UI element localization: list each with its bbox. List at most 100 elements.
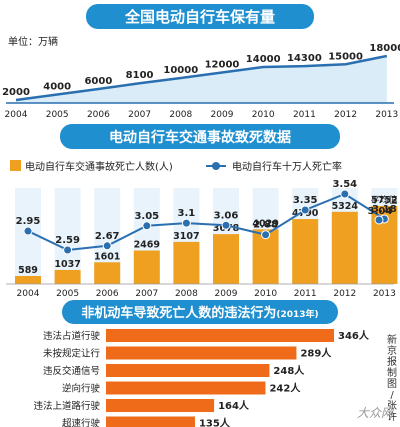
credit-char: 报 (387, 355, 397, 368)
stock-title-banner (86, 4, 314, 29)
violation-value-label: 135人 (199, 417, 231, 427)
death-value-label: 2469 (134, 240, 160, 251)
stock-tick-label: 2010 (252, 110, 275, 120)
credit-char: 京 (387, 344, 397, 357)
credit-char: / (390, 390, 394, 401)
rate-point (300, 205, 310, 215)
violation-category-label: 违反交通信号 (43, 365, 100, 377)
accident-tick-label: 2008 (175, 289, 198, 299)
accident-tick-label: 2013 (373, 289, 396, 299)
death-value-label: 5324 (332, 201, 359, 212)
watermark: 大众网 (357, 406, 395, 420)
violation-bar (106, 416, 195, 427)
stock-value-label: 8100 (126, 70, 154, 81)
death-value-label: 589 (18, 265, 38, 276)
violation-value-label: 346人 (338, 329, 370, 342)
stock-area-chart: 2000 2004 4000 2005 6000 2006 8100 2007 10000 200… (2, 43, 400, 120)
violation-title: 非机动车导致死亡人数的违法行为(2013年) (81, 305, 318, 321)
credit-char: 张 (387, 400, 397, 412)
violation-category-label: 未按规定让行 (43, 348, 101, 360)
stock-value-label: 14000 (246, 54, 281, 65)
stock-tick-label: 2009 (211, 110, 234, 120)
death-bar (213, 234, 239, 284)
credit-char: 制 (387, 366, 397, 379)
violation-title-year: (2013年) (276, 308, 318, 320)
stock-value-label: 14300 (287, 53, 322, 64)
death-bar (292, 219, 319, 284)
stock-tick-label: 2006 (87, 110, 110, 120)
rate-point (23, 226, 33, 236)
violation-bar (106, 364, 270, 377)
stock-value-label: 18000 (369, 43, 400, 54)
rate-point (181, 218, 191, 228)
stock-tick-label: 2011 (293, 110, 316, 120)
accident-tick-label: 2005 (56, 289, 79, 299)
violation-category-label: 逆向行驶 (62, 383, 101, 395)
accident-tick-label: 2006 (96, 289, 119, 299)
stock-tick-label: 2012 (334, 110, 357, 120)
death-bar (94, 262, 121, 284)
accident-tick-label: 2004 (17, 289, 40, 299)
stock-tick-label: 2005 (46, 110, 69, 120)
accident-title: 电动自行车交通事故致死数据 (109, 129, 291, 146)
death-bar (173, 241, 200, 284)
rate-point (261, 230, 271, 240)
accident-combo-chart: 589 2004 1037 2005 1601 2006 2469 2007 3107 2008 3… (6, 179, 398, 299)
death-bar-column (54, 188, 81, 284)
violation-value-label: 164人 (218, 399, 250, 412)
accident-title-banner (60, 124, 340, 149)
stock-tick-label: 2007 (128, 110, 151, 120)
rate-point (63, 245, 73, 255)
legend-bar-label: 电动自行车交通事故死亡人数(人) (25, 160, 173, 173)
stock-tick-label: 2008 (169, 110, 192, 120)
avg-value-label: 3.04 (368, 206, 393, 217)
rate-point (340, 189, 350, 199)
violation-value-label: 289人 (300, 347, 332, 360)
legend-line-label: 电动自行车十万人死亡率 (232, 160, 342, 173)
death-value-label: 4029 (252, 218, 278, 229)
stock-value-label: 12000 (205, 60, 240, 71)
stock-tick-label: 2013 (375, 110, 398, 120)
stock-unit-label: 单位：万辆 (8, 35, 58, 48)
death-value-label: 5752 (371, 195, 397, 206)
rate-value-label: 3.54 (332, 179, 357, 190)
violation-bar (106, 329, 334, 342)
violation-value-label: 242人 (269, 382, 301, 395)
stock-area (16, 56, 387, 103)
legend-bar-swatch (10, 160, 21, 171)
rate-value-label: 2.95 (16, 216, 41, 227)
stock-value-label: 4000 (43, 82, 71, 93)
violation-category-label: 违法占道行驶 (43, 330, 101, 342)
accident-tick-label: 2007 (135, 289, 158, 299)
rate-value-label: 3.35 (293, 195, 318, 206)
accident-tick-label: 2011 (294, 289, 317, 299)
violation-title-main: 非机动车导致死亡人数的违法行为 (81, 305, 276, 321)
rate-average-point (374, 215, 384, 225)
rate-value-label: 3.06 (214, 210, 239, 221)
stock-value-label: 2000 (2, 87, 30, 98)
violation-title-banner (62, 300, 338, 324)
stock-value-label: 15000 (328, 51, 363, 62)
credit-char: 许 (387, 411, 397, 423)
death-bar (331, 211, 358, 284)
credit-char: 新 (387, 333, 397, 346)
violation-category-label: 违法上道路行驶 (33, 400, 100, 412)
death-bar (54, 269, 81, 284)
stock-title: 全国电动自行车保有量 (124, 8, 275, 26)
credit-text: 新京报制图/张许 (387, 333, 397, 423)
stock-value-label: 10000 (163, 65, 198, 76)
rate-value-label: 2.88 (253, 220, 278, 231)
rate-value-label: 2.67 (95, 231, 120, 242)
violation-category-label: 超速行驶 (62, 418, 101, 427)
stock-line (15, 54, 388, 102)
legend-line-marker (212, 162, 220, 170)
credit-char: 图 (387, 378, 397, 390)
accident-tick-label: 2009 (215, 289, 238, 299)
violation-bar (106, 399, 215, 412)
stock-tick-label: 2004 (5, 110, 28, 120)
death-value-label: 1601 (94, 251, 120, 262)
avg-label: 平均值 (370, 194, 397, 206)
